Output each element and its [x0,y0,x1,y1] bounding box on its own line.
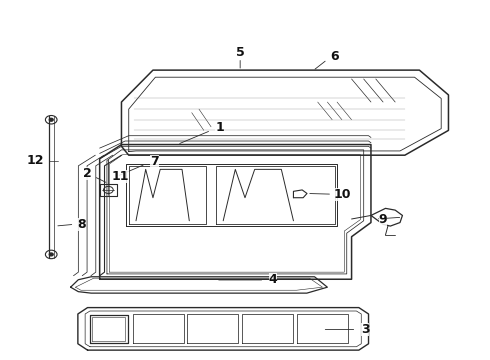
Text: 9: 9 [379,213,388,226]
Text: 12: 12 [27,154,45,167]
Text: 2: 2 [83,167,92,180]
Text: 5: 5 [236,46,245,59]
Text: 3: 3 [361,323,369,336]
Text: 7: 7 [150,155,159,168]
Circle shape [49,253,53,256]
Text: 8: 8 [77,218,86,231]
Text: 10: 10 [333,188,351,201]
Text: 4: 4 [269,274,277,287]
Text: 6: 6 [330,50,339,63]
Circle shape [49,118,53,121]
Text: 1: 1 [216,121,224,134]
Text: 11: 11 [112,170,129,183]
